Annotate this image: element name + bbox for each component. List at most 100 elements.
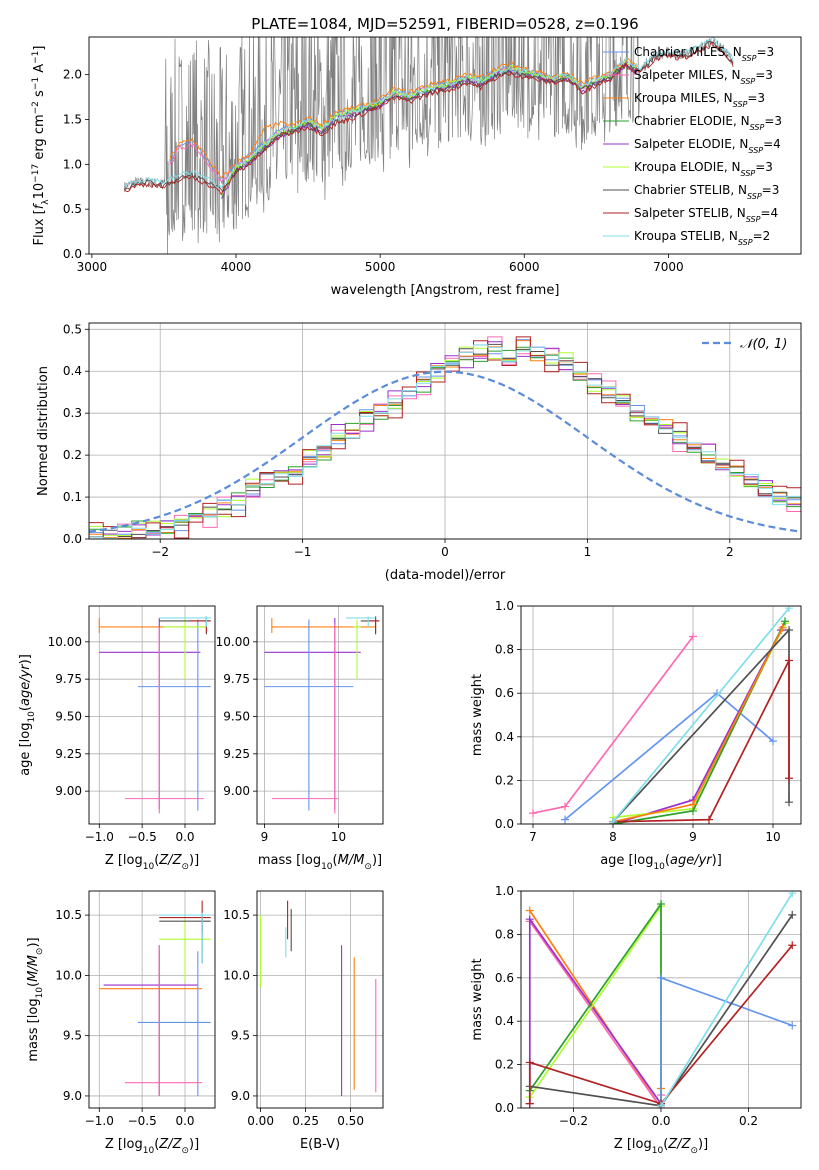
label-part: mass [log (258, 853, 321, 868)
plot-area (98, 616, 211, 814)
y-tick-label: 0.0 (495, 817, 514, 831)
legend-text: Chabrier MILES, N (634, 45, 742, 59)
plot-area (89, 336, 801, 539)
x-tick-label: 9 (689, 830, 697, 844)
y-tick-label: 10.5 (55, 908, 82, 922)
model-spectrum-line (124, 41, 734, 193)
legend-tail: =3 (755, 160, 773, 174)
mass-weight-line (528, 944, 793, 1105)
x-tick-label: 9 (261, 830, 269, 844)
legend-text: Salpeter STELIB, N (634, 206, 746, 220)
y-tick-label: 1.0 (63, 157, 82, 171)
y-tick-label: 9.5 (231, 1029, 250, 1043)
axes-frame (256, 605, 384, 825)
label-part: )] (26, 937, 41, 947)
label-part: A (32, 64, 47, 77)
x-tick-label: −0.5 (128, 1114, 157, 1128)
label-part: age [log (600, 853, 653, 868)
x-tick-label: 4000 (221, 260, 252, 274)
x-tick-label: −1 (294, 545, 312, 559)
mass-weight-marker (785, 656, 793, 665)
y-tick-label: 10.00 (48, 635, 82, 649)
label-part: −1 (31, 77, 41, 90)
plot-area (529, 606, 793, 824)
y-tick-label: 10.0 (55, 968, 82, 982)
legend-tail: =4 (763, 137, 781, 151)
legend-entry: Salpeter MILES, NSSP=3 (634, 68, 773, 86)
legend-entry: Kroupa STELIB, NSSP=2 (634, 229, 770, 247)
legend-text: Chabrier STELIB, N (634, 183, 747, 197)
mass-weight-marker (561, 815, 569, 824)
mass-weight-marker (561, 802, 569, 811)
legend-entry: 𝒩(0, 1) (740, 337, 787, 352)
y-axis-label: Flux [fλ10−17 erg cm−2 s−1 A−1] (31, 46, 51, 246)
legend-sub: SSP (747, 192, 762, 201)
legend-sub: SSP (738, 238, 753, 247)
mass-weight-marker (785, 774, 793, 783)
y-tick-label: 9.75 (55, 672, 82, 686)
x-tick-label: 10 (765, 830, 780, 844)
label-part: mass weight (470, 958, 485, 1040)
label-part: M/M (338, 853, 365, 868)
label-part: ⊙ (690, 1146, 698, 1156)
y-tick-label: 0.1 (63, 490, 82, 504)
label-part: 10 (143, 1146, 155, 1156)
legend-entry: Salpeter STELIB, NSSP=4 (634, 206, 778, 224)
mass-weight-marker (525, 906, 534, 915)
label-part: )] (712, 853, 722, 868)
plot-area (525, 891, 797, 1108)
x-tick-label: 5000 (365, 260, 396, 274)
y-axis-label: mass weight (470, 674, 485, 756)
label-part: age/yr (18, 663, 33, 706)
label-part: ( (26, 982, 41, 987)
mass-weight-line (529, 920, 662, 1108)
mass-weight-marker (525, 915, 534, 924)
x-axis-label: age [log10(age/yr)] (600, 853, 722, 872)
mass-weight-marker (529, 809, 537, 818)
x-tick-label: 0.50 (337, 1114, 364, 1128)
mass-weight-marker (785, 606, 793, 613)
legend-entry: Chabrier ELODIE, NSSP=3 (634, 114, 782, 132)
x-tick-label: 10 (331, 830, 346, 844)
mass-weight-marker (788, 910, 797, 919)
y-tick-label: 1.5 (63, 112, 82, 126)
x-axis-label: Z [log10(Z/Z⊙)] (105, 853, 199, 872)
x-tick-label: 6000 (509, 260, 540, 274)
label-part: ⊙ (364, 862, 372, 872)
label-part: ( (333, 853, 338, 868)
grid-lines (89, 891, 215, 1108)
legend-text: Chabrier ELODIE, N (634, 114, 750, 128)
legend-sub: SSP (733, 100, 748, 109)
normal-distribution-curve (89, 370, 801, 533)
grid-lines (521, 605, 801, 825)
x-axis-label: E(B-V) (300, 1137, 340, 1152)
legend-entry: Salpeter ELODIE, NSSP=4 (634, 137, 781, 155)
mass-weight-vs-metallicity-panel: −0.2 0.0 0.2 0.0 0.2 0.4 0.6 0.8 1.0 Z [log10(Z/Z… (470, 884, 802, 1156)
legend-entry: Kroupa MILES, NSSP=3 (634, 91, 765, 109)
y-tick-label: 9.00 (223, 784, 250, 798)
mass-weight-line (612, 660, 790, 823)
label-part: age/yr (670, 853, 713, 868)
y-tick-label: 9.75 (223, 672, 250, 686)
label-part: ( (18, 706, 33, 711)
x-axis-label: (data-model)/error (385, 568, 506, 583)
mass-weight-line (529, 903, 662, 1104)
label-part: )] (18, 654, 33, 664)
label-part: s (32, 90, 47, 101)
label-part: ] (32, 46, 47, 51)
mass-weight-marker (785, 625, 793, 634)
x-tick-label: 2 (726, 545, 734, 559)
legend-text: Kroupa MILES, N (634, 91, 733, 105)
plot-area (123, 37, 734, 254)
label-part: )] (189, 1137, 199, 1152)
y-tick-label: 9.0 (231, 1089, 250, 1103)
mass-weight-marker (657, 900, 665, 909)
axes-frame (88, 605, 216, 825)
label-part: M/M (26, 955, 41, 982)
legend-tail: =4 (760, 206, 778, 220)
model-spectrum-line (123, 42, 734, 196)
x-tick-label: 8 (609, 830, 617, 844)
x-axis-label: Z [log10(Z/Z⊙)] (614, 1137, 708, 1156)
mass-weight-marker (657, 973, 665, 982)
mass-weight-marker (525, 1099, 534, 1108)
